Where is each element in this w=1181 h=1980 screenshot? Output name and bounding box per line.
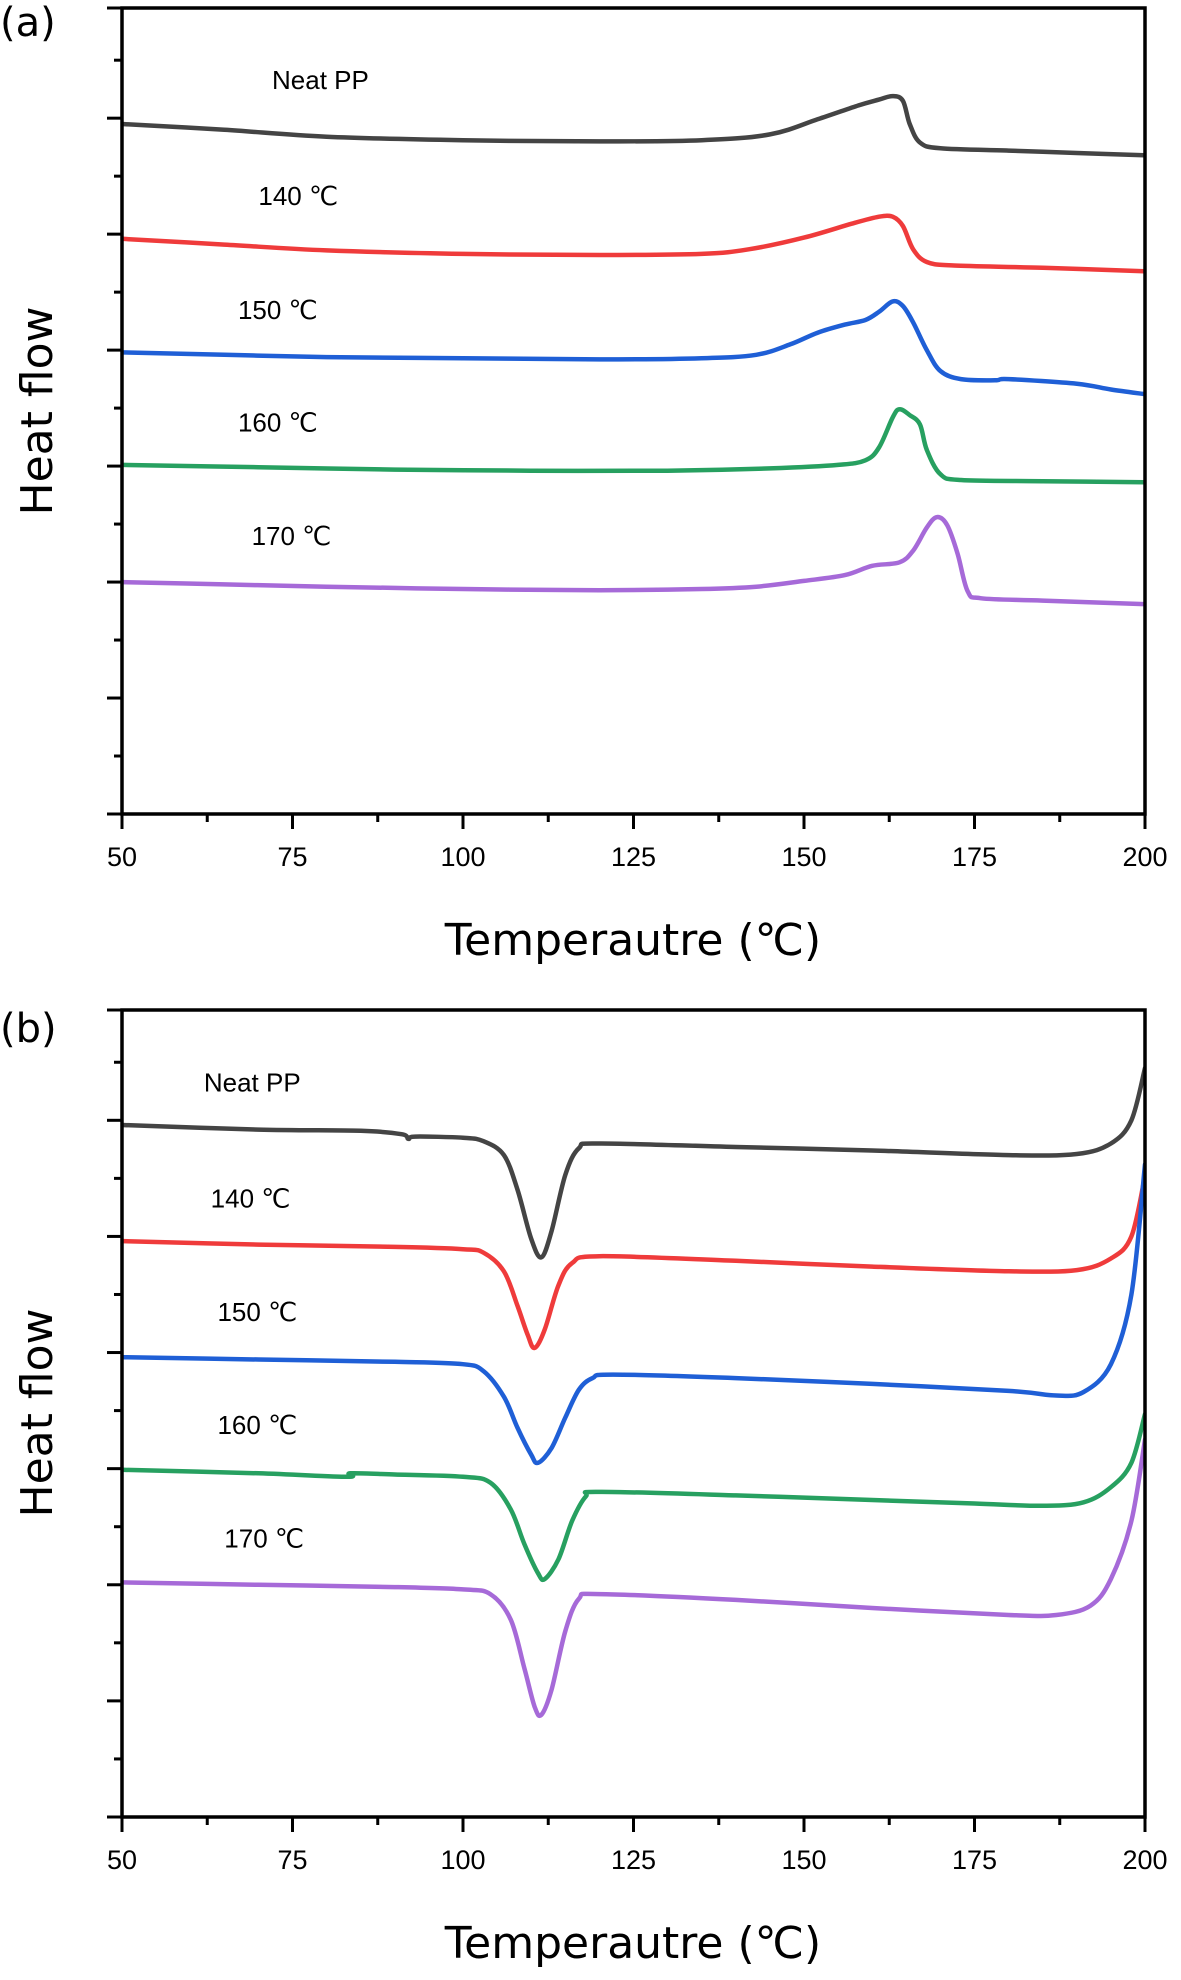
axis-ticks: 50 75 100 125 150 175 200 xyxy=(107,6,1168,872)
x-tick-label: 150 xyxy=(781,842,826,872)
y-axis-title: Heat flow xyxy=(12,307,63,516)
series-label: 170 ℃ xyxy=(252,521,332,551)
series-line-4 xyxy=(122,514,1145,607)
series-label: Neat PP xyxy=(272,65,369,95)
series-line-2 xyxy=(122,298,1145,397)
x-tick-label: 200 xyxy=(1122,1845,1167,1875)
x-tick-label: 50 xyxy=(107,1845,137,1875)
x-tick-label: 125 xyxy=(611,1845,656,1875)
panel-a: (a) Heat flow Temperautre (℃) 50 75 100 125… xyxy=(0,0,1168,966)
x-axis-title: Temperautre (℃) xyxy=(444,915,821,966)
x-tick-label: 100 xyxy=(440,842,485,872)
series-line-2 xyxy=(122,1162,1145,1466)
x-tick-label: 100 xyxy=(440,1845,485,1875)
x-tick-label: 75 xyxy=(277,842,307,872)
panel-label: (b) xyxy=(0,1006,57,1052)
x-tick-label: 175 xyxy=(952,842,997,872)
plot-frame xyxy=(120,6,1147,816)
series-labels: Neat PP 140 ℃ 150 ℃ 160 ℃ 170 ℃ xyxy=(204,1067,304,1553)
series-line-1 xyxy=(122,213,1145,274)
x-tick-label: 125 xyxy=(611,842,656,872)
x-tick-label: 175 xyxy=(952,1845,997,1875)
series-line-0 xyxy=(122,1065,1145,1260)
panel-label: (a) xyxy=(0,0,56,46)
series-line-4 xyxy=(122,1437,1145,1719)
series-line-3 xyxy=(122,1411,1145,1583)
series-labels: Neat PP 140 ℃ 150 ℃ 160 ℃ 170 ℃ xyxy=(238,65,369,551)
x-tick-label: 200 xyxy=(1122,842,1167,872)
series-label: 150 ℃ xyxy=(238,295,318,325)
plot-frame xyxy=(120,1008,1147,1819)
x-tick-label: 50 xyxy=(107,842,137,872)
series-label: 170 ℃ xyxy=(224,1524,304,1554)
curves xyxy=(122,93,1145,607)
series-label: 160 ℃ xyxy=(238,407,318,437)
series-label: Neat PP xyxy=(204,1067,301,1097)
curves xyxy=(122,1065,1145,1719)
series-line-3 xyxy=(122,407,1145,485)
series-line-1 xyxy=(122,1173,1145,1351)
series-label: 160 ℃ xyxy=(217,1410,297,1440)
series-label: 140 ℃ xyxy=(258,181,338,211)
x-tick-label: 75 xyxy=(277,1845,307,1875)
y-axis-title: Heat flow xyxy=(12,1309,63,1518)
x-axis-title: Temperautre (℃) xyxy=(444,1918,821,1969)
series-label: 150 ℃ xyxy=(217,1297,297,1327)
x-tick-label: 150 xyxy=(781,1845,826,1875)
panel-b: (b) Heat flow Temperautre (℃) 50 75 100 125… xyxy=(0,1006,1168,1969)
series-line-0 xyxy=(122,93,1145,158)
axis-ticks: 50 75 100 125 150 175 200 xyxy=(107,1008,1168,1875)
series-label: 140 ℃ xyxy=(211,1183,291,1213)
